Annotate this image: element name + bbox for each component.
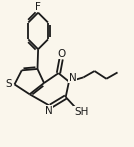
Text: N: N (45, 106, 53, 116)
Text: F: F (35, 2, 41, 12)
Text: N: N (69, 73, 77, 83)
Text: O: O (58, 49, 66, 59)
Text: S: S (5, 79, 12, 89)
Text: SH: SH (74, 107, 88, 117)
